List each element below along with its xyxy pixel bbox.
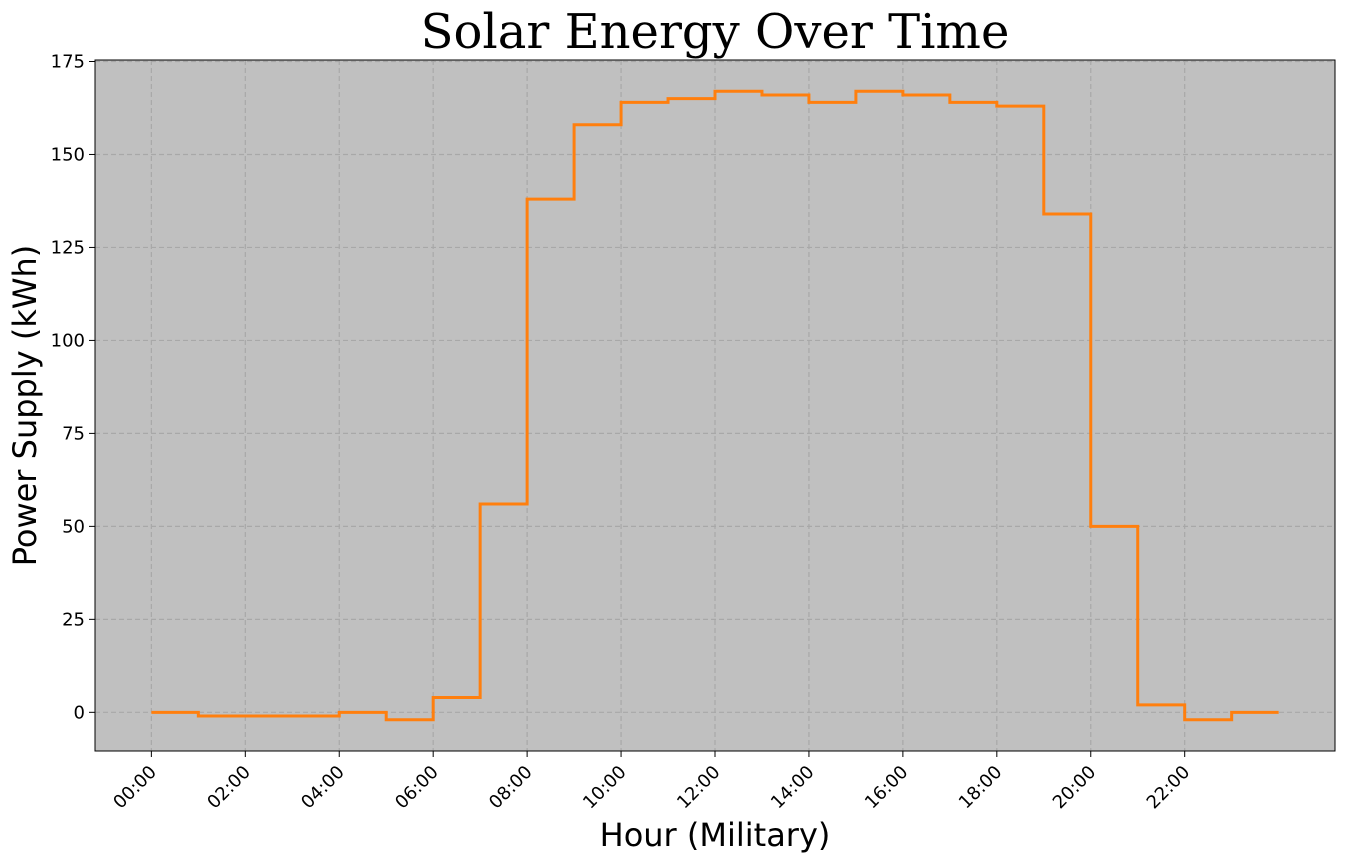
y-axis-label: Power Supply (kWh) (6, 245, 44, 567)
x-axis-label: Hour (Military) (600, 816, 831, 854)
x-tick-label: 10:00 (579, 762, 631, 814)
x-tick-label: 02:00 (203, 762, 255, 814)
x-tick-label: 08:00 (485, 762, 537, 814)
x-tick-label: 00:00 (109, 762, 161, 814)
x-tick-label: 22:00 (1143, 762, 1195, 814)
y-tick-label: 100 (51, 330, 85, 351)
x-tick-label: 12:00 (673, 762, 725, 814)
x-tick-label: 16:00 (861, 762, 913, 814)
chart-title: Solar Energy Over Time (421, 4, 1010, 60)
x-tick-label: 04:00 (297, 762, 349, 814)
y-tick-label: 0 (74, 702, 85, 723)
y-tick-label: 50 (62, 516, 85, 537)
x-tick-label: 14:00 (767, 762, 819, 814)
x-tick-label: 20:00 (1049, 762, 1101, 814)
y-tick-label: 25 (62, 609, 85, 630)
x-tick-label: 18:00 (955, 762, 1007, 814)
series-layer (151, 89, 1279, 722)
y-tick-label: 175 (51, 51, 85, 72)
series-line (151, 89, 1279, 722)
x-tick-label: 06:00 (391, 762, 443, 814)
y-tick-label: 150 (51, 144, 85, 165)
y-tick-label: 125 (51, 237, 85, 258)
y-tick-label: 75 (62, 423, 85, 444)
